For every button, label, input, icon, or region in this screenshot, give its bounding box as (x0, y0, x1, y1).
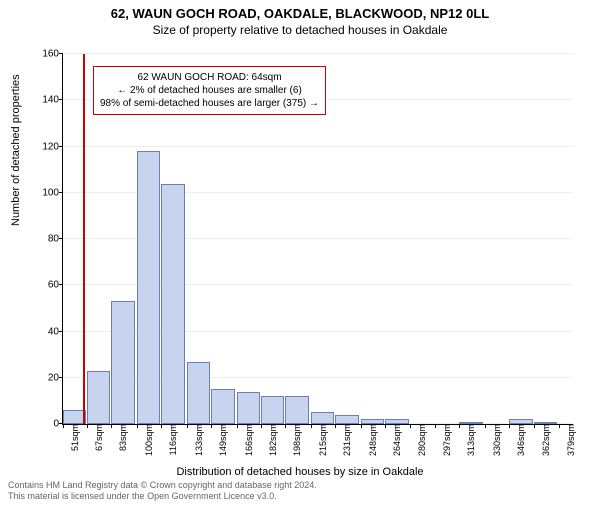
x-tick: 330sqm (488, 424, 502, 456)
x-tick: 280sqm (413, 424, 427, 456)
x-tick: 231sqm (338, 424, 352, 456)
y-axis-label: Number of detached properties (10, 74, 22, 226)
x-tick: 51sqm (66, 424, 80, 451)
x-tick: 297sqm (438, 424, 452, 456)
histogram-bar (87, 371, 110, 424)
y-tick: 80 (29, 234, 63, 245)
footer-line-2: This material is licensed under the Open… (8, 491, 317, 502)
x-tick: 346sqm (512, 424, 526, 456)
x-axis-label: Distribution of detached houses by size … (0, 466, 600, 478)
histogram-bar (161, 184, 184, 425)
y-tick: 20 (29, 372, 63, 383)
histogram-bar (285, 396, 308, 424)
x-tick: 149sqm (214, 424, 228, 456)
y-tick: 160 (29, 49, 63, 60)
x-tick: 313sqm (462, 424, 476, 456)
histogram-bar (261, 396, 284, 424)
callout-line: 62 WAUN GOCH ROAD: 64sqm (100, 71, 319, 84)
x-tick: 166sqm (240, 424, 254, 456)
histogram-bar (211, 389, 234, 424)
y-tick: 0 (29, 419, 63, 430)
y-tick: 40 (29, 326, 63, 337)
chart-title-main: 62, WAUN GOCH ROAD, OAKDALE, BLACKWOOD, … (0, 6, 600, 21)
x-tick: 248sqm (364, 424, 378, 456)
histogram-bar (237, 392, 260, 424)
x-tick: 215sqm (314, 424, 328, 456)
property-marker-line (83, 54, 85, 424)
x-tick: 83sqm (114, 424, 128, 451)
callout-line: 98% of semi-detached houses are larger (… (100, 97, 319, 110)
x-tick: 198sqm (288, 424, 302, 456)
footer-attribution: Contains HM Land Registry data © Crown c… (8, 480, 317, 502)
x-tick: 133sqm (190, 424, 204, 456)
callout-box: 62 WAUN GOCH ROAD: 64sqm← 2% of detached… (93, 66, 326, 115)
histogram-bar (111, 301, 134, 424)
histogram-bar (137, 151, 160, 424)
chart-title-sub: Size of property relative to detached ho… (0, 23, 600, 37)
y-tick: 100 (29, 187, 63, 198)
callout-line: ← 2% of detached houses are smaller (6) (100, 84, 319, 97)
x-tick: 116sqm (164, 424, 178, 455)
histogram-bar (187, 362, 210, 424)
x-tick: 379sqm (562, 424, 576, 456)
histogram-bar (311, 412, 334, 424)
chart-plot-area: 02040608010012014016051sqm67sqm83sqm100s… (62, 54, 573, 425)
histogram-bar (335, 415, 358, 424)
x-tick: 362sqm (537, 424, 551, 456)
x-tick: 182sqm (264, 424, 278, 456)
y-tick: 140 (29, 95, 63, 106)
y-tick: 60 (29, 280, 63, 291)
x-tick: 100sqm (140, 424, 154, 456)
x-tick: 67sqm (90, 424, 104, 451)
x-tick: 264sqm (388, 424, 402, 456)
y-tick: 120 (29, 141, 63, 152)
footer-line-1: Contains HM Land Registry data © Crown c… (8, 480, 317, 491)
